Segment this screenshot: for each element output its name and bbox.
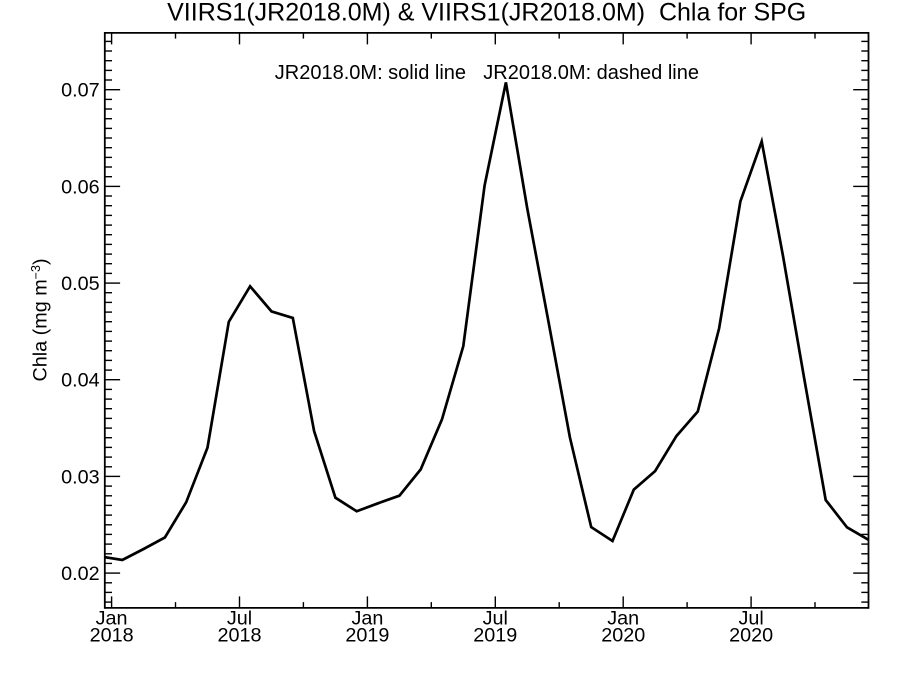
svg-text:JR2018.0M: dashed line: JR2018.0M: dashed line <box>483 62 699 84</box>
svg-text:Jan: Jan <box>607 608 639 630</box>
svg-text:2020: 2020 <box>729 624 773 646</box>
svg-text:0.04: 0.04 <box>61 370 100 392</box>
svg-text:0.07: 0.07 <box>61 80 100 102</box>
svg-text:Jan: Jan <box>96 608 128 630</box>
svg-text:0.05: 0.05 <box>61 273 100 295</box>
svg-text:Jul: Jul <box>227 608 252 630</box>
svg-text:Jul: Jul <box>738 608 763 630</box>
svg-text:2018: 2018 <box>217 624 261 646</box>
svg-text:VIIRS1(JR2018.0M) & VIIRS1(JR2: VIIRS1(JR2018.0M) & VIIRS1(JR2018.0M) Ch… <box>167 0 806 27</box>
svg-text:0.02: 0.02 <box>61 563 100 585</box>
svg-text:JR2018.0M: solid line: JR2018.0M: solid line <box>275 62 466 84</box>
svg-text:2019: 2019 <box>473 624 517 646</box>
svg-text:0.03: 0.03 <box>61 466 100 488</box>
svg-text:2018: 2018 <box>90 624 134 646</box>
svg-text:2020: 2020 <box>601 624 645 646</box>
svg-text:Chla (mg m−3): Chla (mg m−3) <box>29 258 52 381</box>
svg-text:Jul: Jul <box>483 608 508 630</box>
svg-text:0.06: 0.06 <box>61 176 100 198</box>
svg-text:2019: 2019 <box>345 624 389 646</box>
svg-text:Jan: Jan <box>351 608 383 630</box>
